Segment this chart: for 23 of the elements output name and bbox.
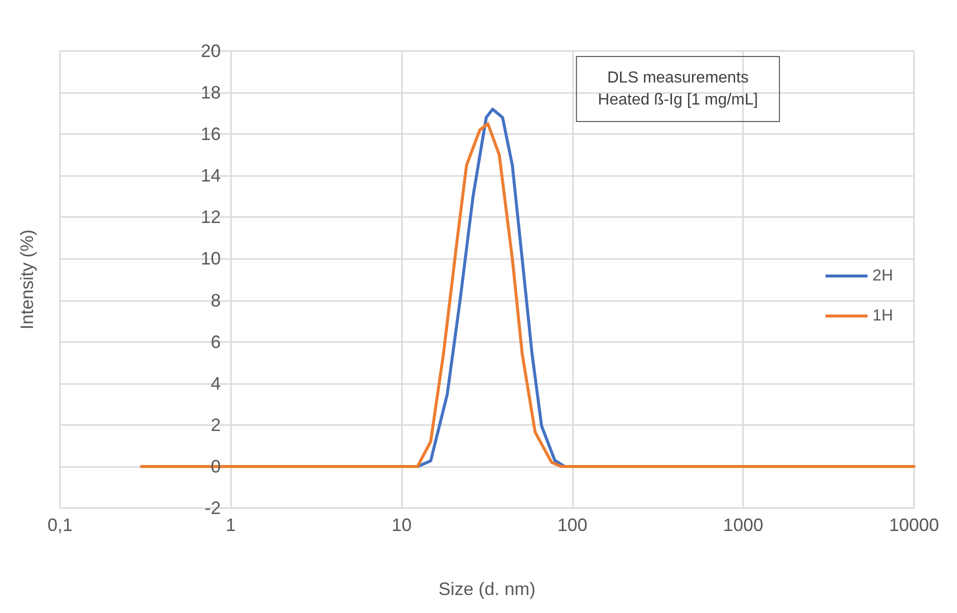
x-tick-label: 1: [226, 515, 236, 535]
y-axis-title: Intensity (%): [17, 229, 37, 330]
x-tick-label: 1000: [723, 515, 764, 535]
y-tick-label: -2: [204, 498, 221, 518]
text: Heated ß-Ig [1 mg/mL]: [598, 92, 758, 108]
y-tick-label: 6: [210, 332, 221, 352]
text: DLS measurements: [607, 70, 749, 86]
x-tick-label: 10: [392, 515, 412, 535]
x-axis-title: Size (d. nm): [438, 579, 536, 599]
y-tick-label: 20: [200, 41, 221, 61]
x-tick-label: 100: [557, 515, 588, 535]
legend-label: 1H: [872, 308, 893, 324]
y-tick-label: 18: [200, 82, 221, 103]
y-tick-label: 8: [210, 290, 221, 310]
y-tick-label: 4: [210, 373, 221, 394]
x-tick-label: 10000: [888, 515, 940, 535]
x-tick-label: 0,1: [47, 515, 73, 535]
y-tick-label: 12: [200, 207, 221, 228]
y-tick-label: 2: [210, 414, 221, 435]
legend-label: 2H: [872, 268, 893, 284]
y-tick-label: 14: [200, 166, 221, 186]
y-tick-label: 10: [200, 248, 221, 269]
y-tick-label: 16: [200, 124, 221, 144]
